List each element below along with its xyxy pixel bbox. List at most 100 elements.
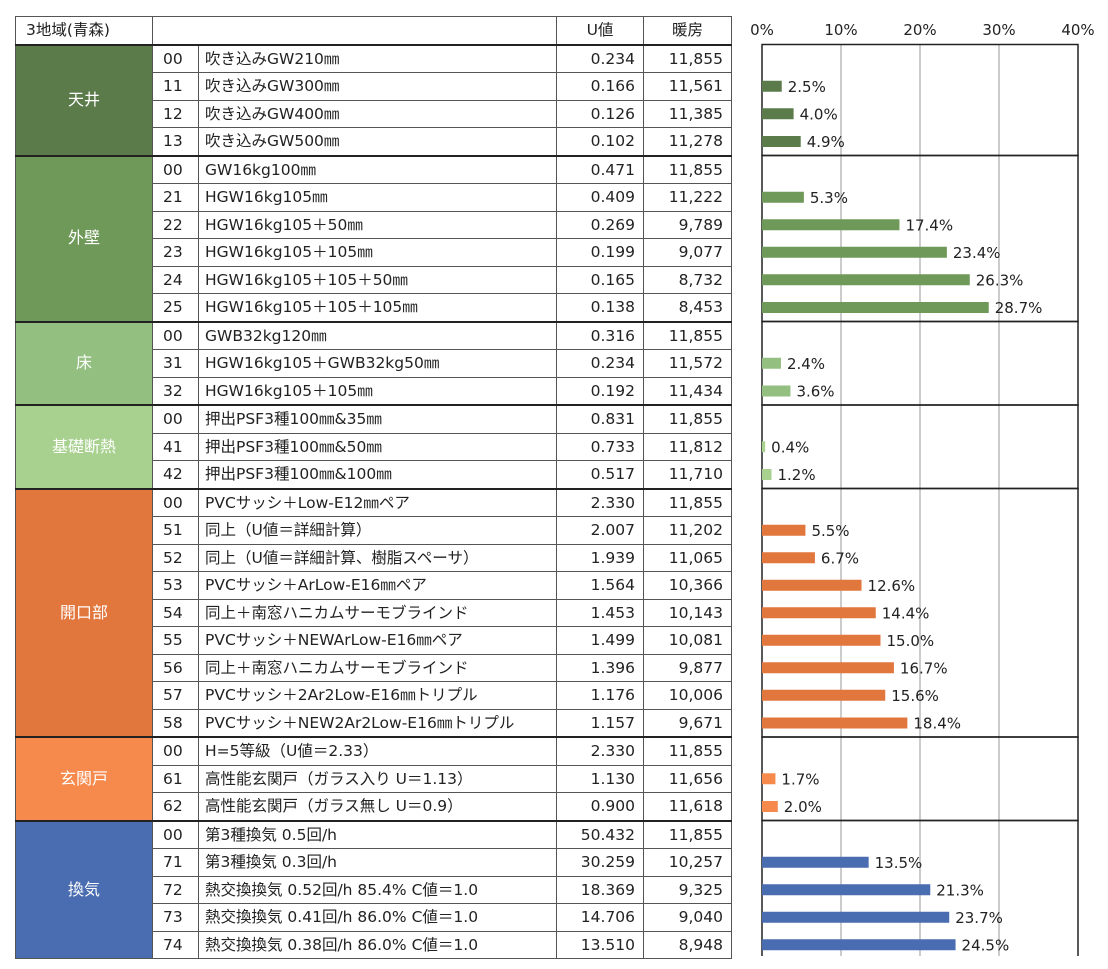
desc-cell: 熱交換換気 0.38回/h 86.0% C値＝1.0 xyxy=(198,930,557,959)
heating-cell: 11,561 xyxy=(643,72,732,101)
table-row: 11 吹き込みGW300㎜ 0.166 11,561 xyxy=(16,72,732,101)
bar xyxy=(762,884,931,896)
u-value-cell: 0.192 xyxy=(556,376,644,406)
u-value-cell: 50.432 xyxy=(556,819,644,849)
desc-cell: HGW16kg105＋50㎜ xyxy=(198,210,557,239)
bar-value-label: 21.3% xyxy=(936,881,984,899)
header-heating: 暖房 xyxy=(643,16,732,45)
desc-cell: H=5等級（U値＝2.33） xyxy=(198,736,557,766)
bar xyxy=(762,108,794,120)
group-label: 基礎断熱 xyxy=(15,404,153,489)
u-value-cell: 2.330 xyxy=(556,736,644,766)
desc-cell: 高性能玄関戸（ガラス無し U＝0.9） xyxy=(198,792,557,821)
x-tick-label: 40% xyxy=(1061,21,1094,39)
u-value-cell: 18.369 xyxy=(556,875,644,904)
table-row: 13 吹き込みGW500㎜ 0.102 11,278 xyxy=(16,127,732,156)
heating-cell: 11,618 xyxy=(643,792,732,821)
bar xyxy=(762,524,806,536)
bar xyxy=(762,773,776,785)
heating-cell: 11,278 xyxy=(643,127,732,156)
table-row: 58 PVCサッシ＋NEW2Ar2Low-E16㎜トリプル 1.157 9,671 xyxy=(16,708,732,738)
code-cell: 41 xyxy=(152,432,199,461)
x-tick-label: 30% xyxy=(982,21,1015,39)
u-value-cell: 0.471 xyxy=(556,154,644,184)
bar xyxy=(762,939,956,951)
group-label: 床 xyxy=(15,320,153,406)
heating-cell: 9,077 xyxy=(643,238,732,267)
desc-cell: PVCサッシ＋NEWArLow-E16㎜ペア xyxy=(198,626,557,655)
heating-cell: 11,855 xyxy=(643,487,732,517)
code-cell: 12 xyxy=(152,99,199,128)
table-row: 外壁 00 GW16kg100㎜ 0.471 11,855 xyxy=(15,154,732,322)
heating-cell: 11,855 xyxy=(643,404,732,434)
heating-cell: 11,434 xyxy=(643,376,732,406)
group-label: 天井 xyxy=(15,43,153,156)
table-header-row: 3地域(青森) U値 暖房 xyxy=(15,16,732,45)
bar xyxy=(762,607,876,619)
bar xyxy=(762,385,791,397)
table-row: 23 HGW16kg105＋105㎜ 0.199 9,077 xyxy=(16,238,732,267)
bar xyxy=(762,441,766,453)
bar-value-label: 4.9% xyxy=(807,133,845,151)
table-row: 21 HGW16kg105㎜ 0.409 11,222 xyxy=(16,183,732,212)
heating-cell: 10,366 xyxy=(643,571,732,600)
desc-cell: GW16kg100㎜ xyxy=(198,154,557,184)
code-cell: 57 xyxy=(152,681,199,710)
u-value-cell: 30.259 xyxy=(556,848,644,877)
code-cell: 42 xyxy=(152,460,199,489)
bar xyxy=(762,469,772,480)
desc-cell: 第3種換気 0.3回/h xyxy=(198,848,557,877)
u-value-cell: 0.269 xyxy=(556,210,644,239)
bar xyxy=(762,80,782,92)
bar-value-label: 14.4% xyxy=(882,604,930,622)
table-row: 42 押出PSF3種100㎜&100㎜ 0.517 11,710 xyxy=(16,460,732,489)
bar xyxy=(762,856,869,868)
desc-cell: 吹き込みGW300㎜ xyxy=(198,72,557,101)
heating-cell: 10,257 xyxy=(643,848,732,877)
code-cell: 13 xyxy=(152,127,199,156)
x-tick-label: 20% xyxy=(903,21,936,39)
code-cell: 00 xyxy=(152,736,199,766)
code-cell: 00 xyxy=(152,43,199,73)
bar-value-label: 0.4% xyxy=(771,438,809,456)
code-cell: 23 xyxy=(152,238,199,267)
table-row: 56 同上＋南窓ハニカムサーモブラインド 1.396 9,877 xyxy=(16,653,732,682)
header-u-value: U値 xyxy=(556,16,644,45)
desc-cell: GWB32kg120㎜ xyxy=(198,320,557,350)
desc-cell: HGW16kg105＋105㎜ xyxy=(198,376,557,406)
desc-cell: 熱交換換気 0.52回/h 85.4% C値＝1.0 xyxy=(198,875,557,904)
u-value-cell: 1.499 xyxy=(556,626,644,655)
bar-value-label: 26.3% xyxy=(976,271,1024,289)
code-cell: 74 xyxy=(152,930,199,959)
bar-value-label: 23.7% xyxy=(955,909,1003,927)
u-value-cell: 2.007 xyxy=(556,516,644,545)
heating-cell: 11,710 xyxy=(643,460,732,489)
code-cell: 21 xyxy=(152,183,199,212)
group-label: 外壁 xyxy=(15,154,153,322)
bar-value-label: 13.5% xyxy=(875,854,923,872)
table-row: 天井 00 吹き込みGW210㎜ 0.234 11,855 xyxy=(15,43,732,156)
table-row: 22 HGW16kg105＋50㎜ 0.269 9,789 xyxy=(16,210,732,239)
code-cell: 24 xyxy=(152,265,199,294)
u-value-cell: 0.199 xyxy=(556,238,644,267)
desc-cell: 同上（U値＝詳細計算、樹脂スペーサ） xyxy=(198,543,557,572)
heating-cell: 10,143 xyxy=(643,598,732,627)
code-cell: 11 xyxy=(152,72,199,101)
table-row: 床 00 GWB32kg120㎜ 0.316 11,855 xyxy=(15,320,732,406)
desc-cell: 吹き込みGW500㎜ xyxy=(198,127,557,156)
bar-value-label: 6.7% xyxy=(821,549,859,567)
u-value-cell: 13.510 xyxy=(556,930,644,959)
bar-value-label: 1.7% xyxy=(781,770,819,788)
bar-value-label: 5.3% xyxy=(810,189,848,207)
u-value-cell: 0.409 xyxy=(556,183,644,212)
u-value-cell: 0.234 xyxy=(556,43,644,73)
desc-cell: HGW16kg105＋105＋50㎜ xyxy=(198,265,557,294)
desc-cell: 押出PSF3種100㎜&100㎜ xyxy=(198,460,557,489)
bar-value-label: 2.4% xyxy=(787,355,825,373)
code-cell: 32 xyxy=(152,376,199,406)
table-row: 換気 00 第3種換気 0.5回/h 50.432 11,855 xyxy=(15,819,732,959)
heating-cell: 8,453 xyxy=(643,293,732,322)
code-cell: 73 xyxy=(152,903,199,932)
heating-cell: 9,789 xyxy=(643,210,732,239)
bar-value-label: 5.5% xyxy=(811,522,849,540)
